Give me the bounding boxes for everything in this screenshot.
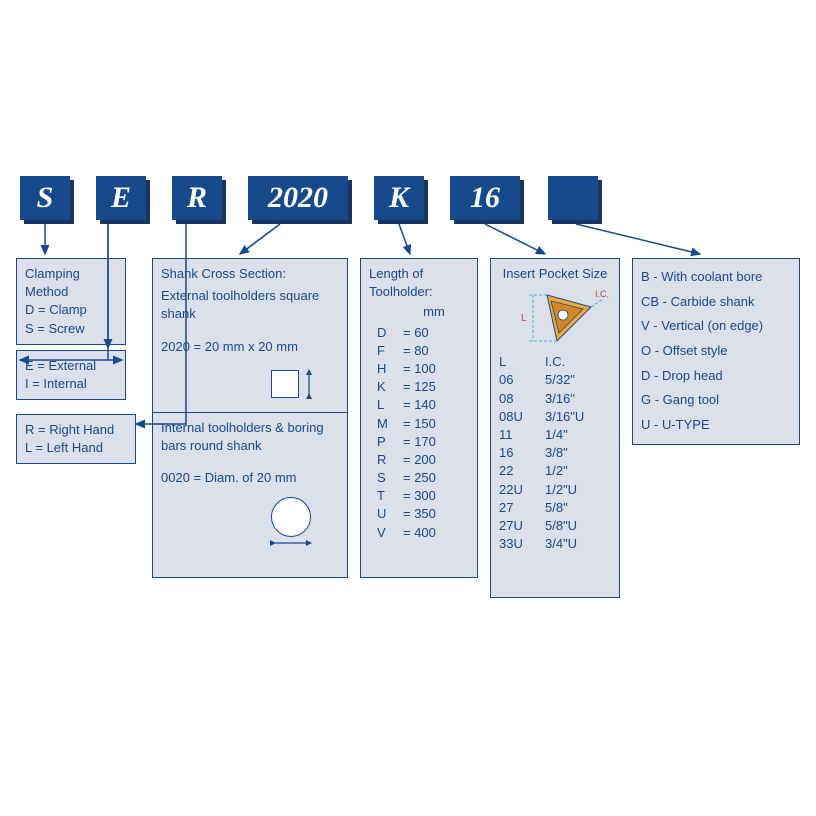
length-table: D= 60F= 80H= 100K= 125L= 140M= 150P= 170… [377, 324, 442, 542]
code-2020: 2020 [248, 176, 348, 220]
code-k: K [374, 176, 424, 220]
box7-l5: D - Drop head [641, 364, 791, 389]
box7-l1: B - With coolant bore [641, 265, 791, 290]
box6-title: Insert Pocket Size [499, 265, 611, 283]
box7-l3: V - Vertical (on edge) [641, 314, 791, 339]
code-blank [548, 176, 598, 220]
pocket-h1: L [499, 353, 545, 371]
pocket-table: LI.C. 065/32"083/16"08U3/16"U111/4"163/8… [499, 353, 590, 553]
pocket-h2: I.C. [545, 353, 590, 371]
box4-t3: 2020 = 20 mm x 20 mm [161, 338, 339, 356]
box-length: Length of Toolholder: mm D= 60F= 80H= 10… [360, 258, 478, 578]
box7-l4: O - Offset style [641, 339, 791, 364]
box-ei: E = External I = Internal [16, 350, 126, 400]
box1-l1: D = Clamp [25, 301, 117, 319]
box4-t4: Internal toolholders & boring bars round… [161, 419, 339, 455]
code-e: E [96, 176, 146, 220]
box4-t2: External toolholders square shank [161, 287, 339, 323]
code-s: S [20, 176, 70, 220]
square-diagram [161, 366, 339, 406]
box3-l1: R = Right Hand [25, 421, 127, 439]
box4-t1: Shank Cross Section: [161, 265, 339, 283]
box3-l2: L = Left Hand [25, 439, 127, 457]
box2-l2: I = Internal [25, 375, 117, 393]
box2-l1: E = External [25, 357, 117, 375]
box-clamping: Clamping Method D = Clamp S = Screw [16, 258, 126, 345]
box5-title: Length of Toolholder: [369, 265, 469, 301]
box7-l6: G - Gang tool [641, 388, 791, 413]
box1-l2: S = Screw [25, 320, 117, 338]
code-r: R [172, 176, 222, 220]
box7-l2: CB - Carbide shank [641, 290, 791, 315]
box7-l7: U - U-TYPE [641, 413, 791, 438]
box5-unit: mm [399, 303, 469, 321]
insert-diagram: L I.C. [499, 285, 611, 351]
diag-L-label: L [521, 313, 527, 324]
box-pocket: Insert Pocket Size L I.C. LI.C. 065/32"0… [490, 258, 620, 598]
code-16: 16 [450, 176, 520, 220]
box4-t5: 0020 = Diam. of 20 mm [161, 469, 339, 487]
box-hand: R = Right Hand L = Left Hand [16, 414, 136, 464]
box1-title: Clamping Method [25, 265, 117, 301]
circle-diagram [161, 495, 339, 551]
box-options: B - With coolant bore CB - Carbide shank… [632, 258, 800, 445]
diag-IC-label: I.C. [595, 289, 609, 299]
box-shank: Shank Cross Section: External toolholder… [152, 258, 348, 578]
